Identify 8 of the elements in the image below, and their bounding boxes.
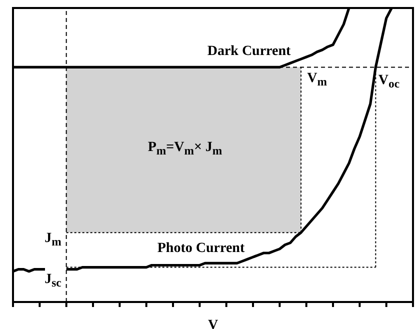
annotation: V$_{m}$: [307, 70, 327, 89]
annotation: V$_{oc}$: [378, 72, 400, 90]
annotation: Photo Current: [157, 241, 245, 256]
annotation: J$_{m}$: [44, 231, 62, 249]
text: J$_{sc}$: [44, 272, 62, 290]
x-axis-title: V: [208, 318, 218, 329]
annotation: Dark Current: [207, 44, 291, 60]
annotation: P$_{m}$=V$_{m}$× J$_{m}$: [148, 140, 222, 158]
